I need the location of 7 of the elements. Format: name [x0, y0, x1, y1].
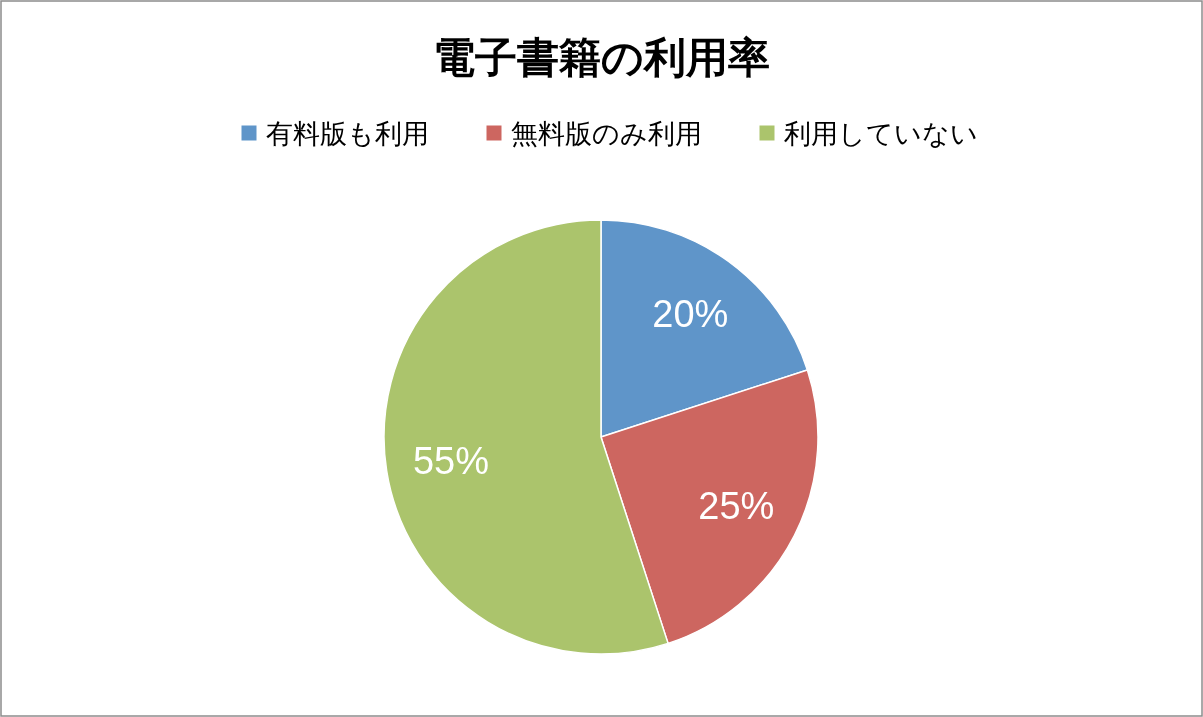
- data-label: 55%: [412, 439, 489, 482]
- legend-label: 無料版のみ利用: [510, 119, 702, 149]
- data-label: 20%: [652, 293, 729, 336]
- data-label: 25%: [698, 484, 775, 527]
- chart-title: 電子書籍の利用率: [433, 34, 770, 81]
- legend-label: 利用していない: [783, 119, 978, 149]
- legend-label: 有料版も利用: [265, 119, 429, 149]
